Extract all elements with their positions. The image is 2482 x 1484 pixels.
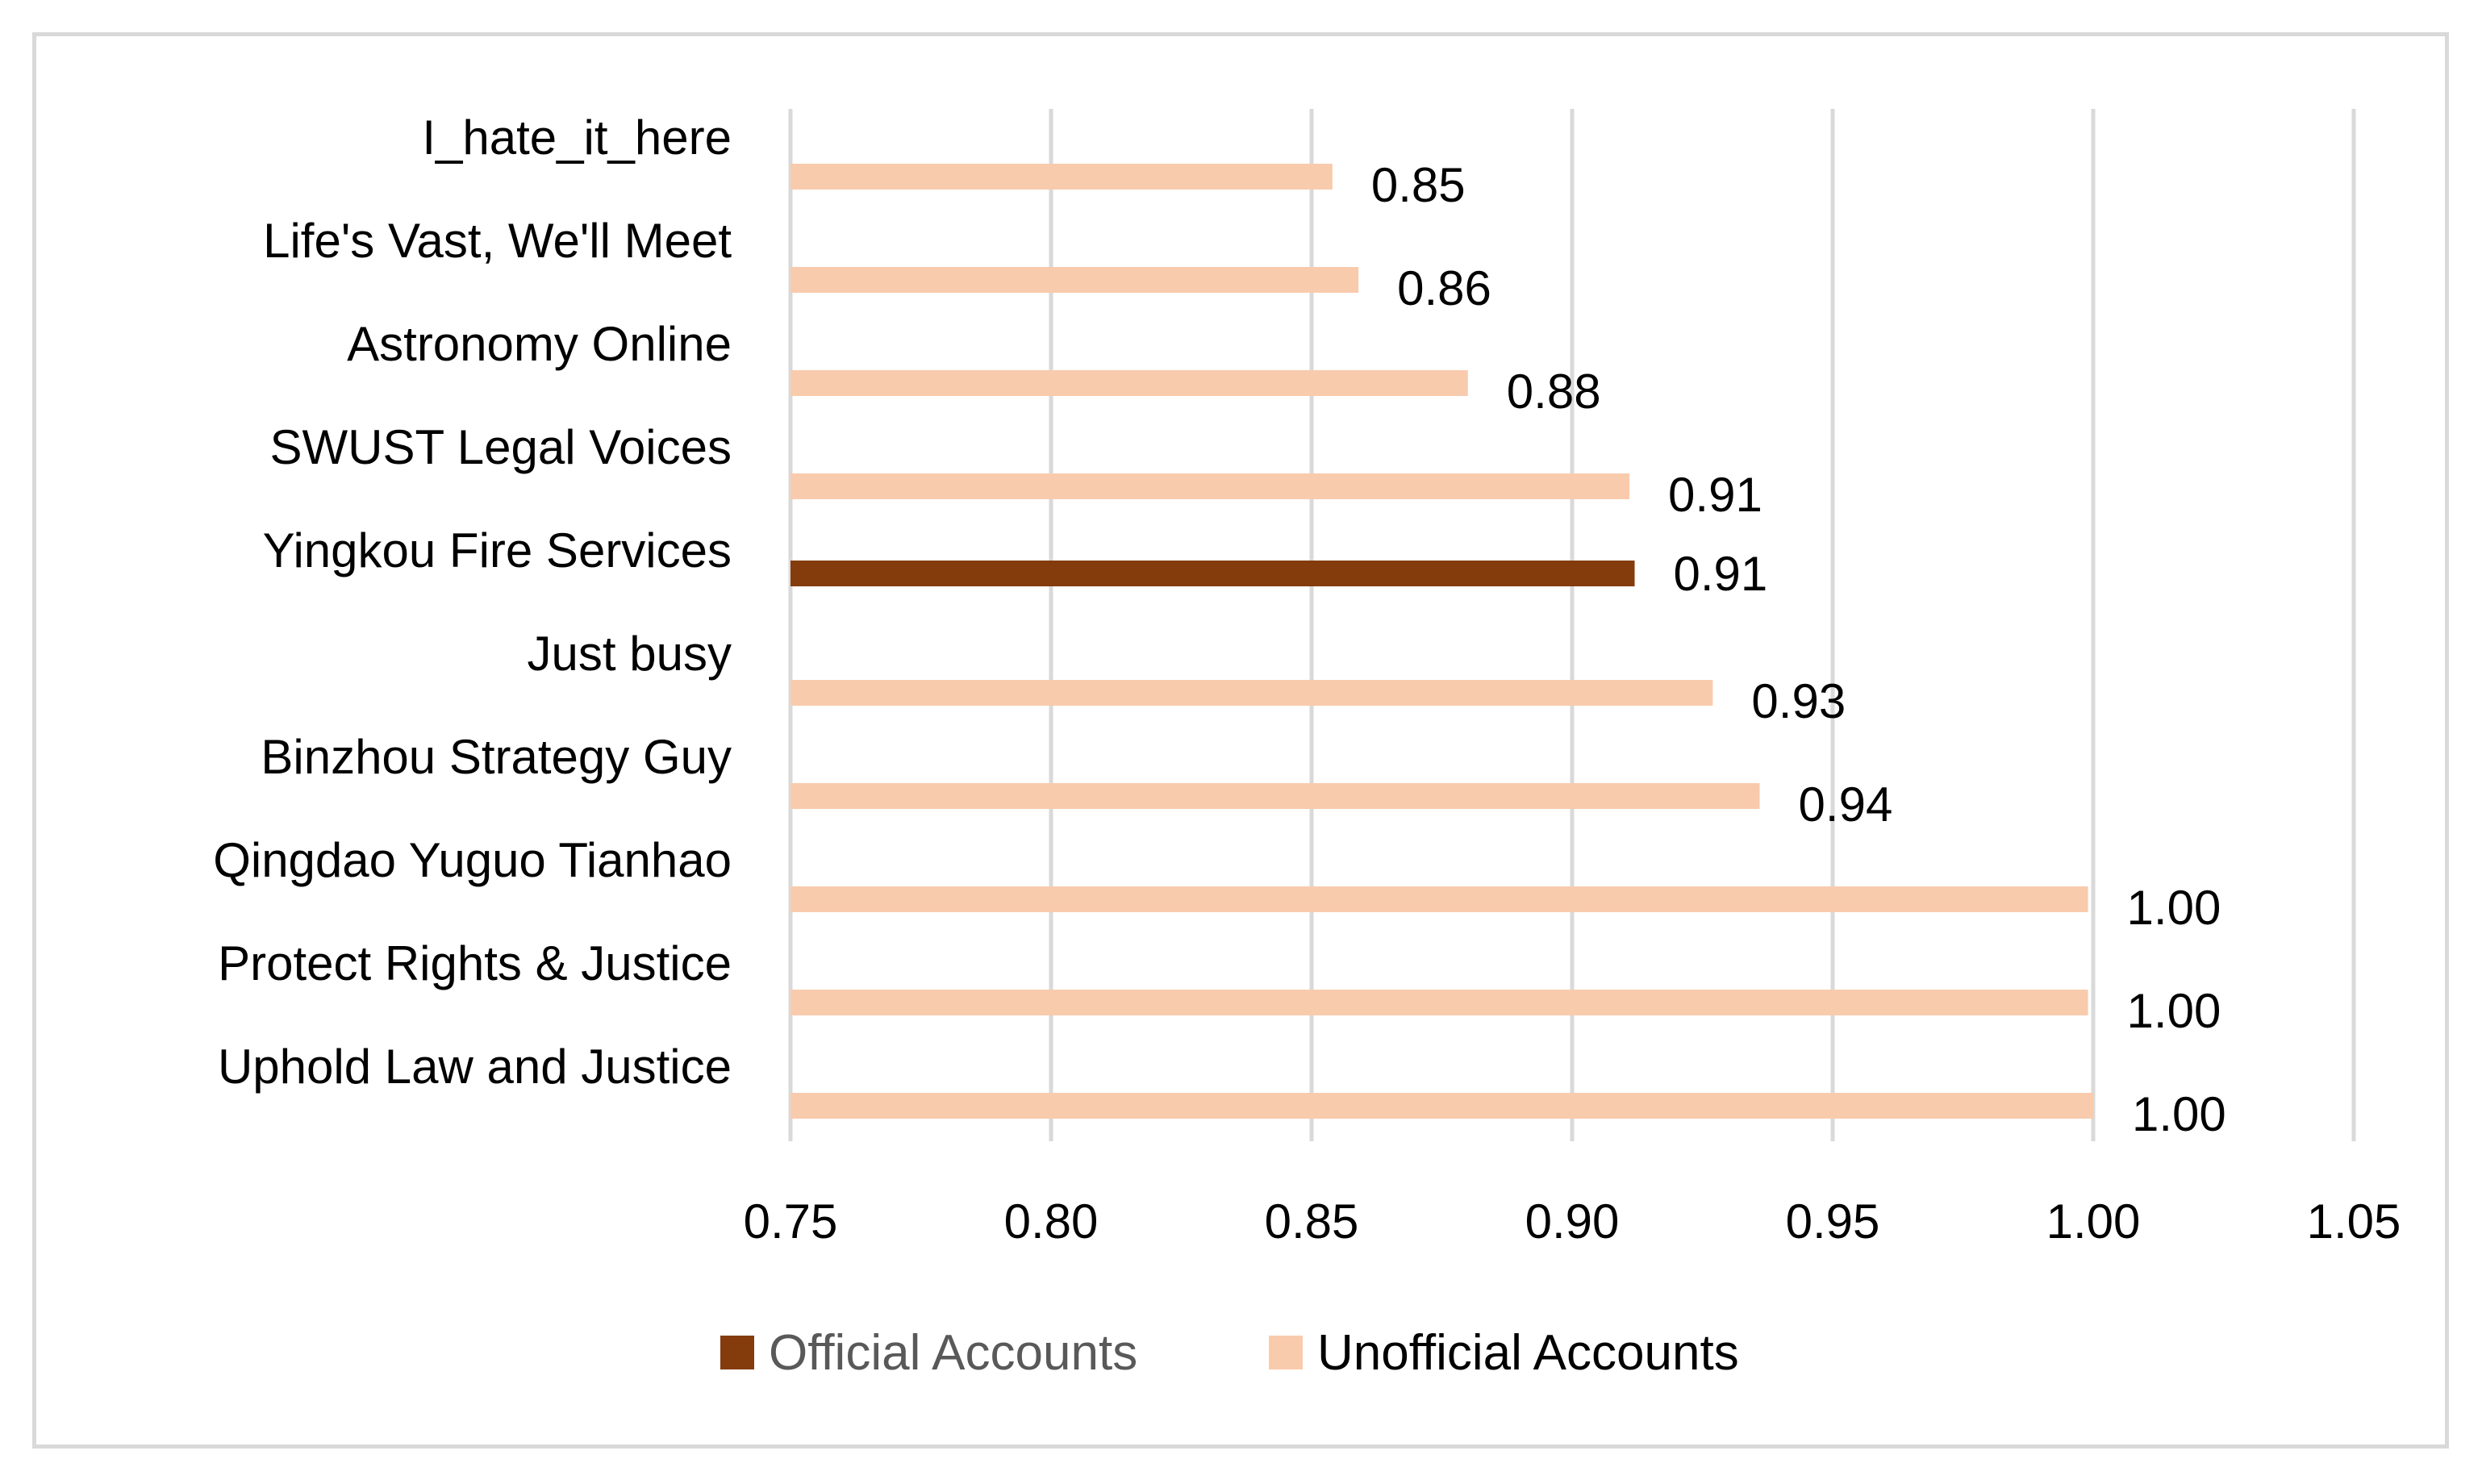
x-tick-labels: 0.75 0.80 0.85 0.90 0.95 1.00 1.05 [744,1194,2401,1248]
data-label: 0.88 [1507,365,1601,419]
bar-unofficial [790,473,1630,499]
category-label: Astronomy Online [347,317,732,371]
data-labels: 0.91 0.85 0.86 0.88 0.91 0.93 0.94 1.00 1.00 1.00 [1371,158,2226,1141]
x-tick-label: 1.05 [2307,1194,2401,1248]
data-label: 1.00 [2127,881,2221,935]
data-label: 1.00 [2132,1087,2226,1141]
data-label: 0.86 [1397,261,1491,315]
data-label: 0.85 [1371,158,1466,212]
bar-unofficial [790,680,1713,706]
bar-unofficial [790,990,2088,1015]
legend-swatch [1269,1336,1303,1369]
x-tick-label: 0.85 [1265,1194,1359,1248]
data-label: 0.93 [1751,674,1846,728]
category-label: SWUST Legal Voices [270,420,732,474]
category-label: Qingdao Yuguo Tianhao [213,833,732,887]
bar-unofficial [790,164,1333,190]
legend-label: Official Accounts [769,1325,1137,1381]
category-label: Binzhou Strategy Guy [261,730,732,784]
x-tick-label: 1.00 [2046,1194,2141,1248]
x-tick-label: 0.75 [744,1194,838,1248]
bar-unofficial [790,1093,2093,1119]
x-tick-label: 0.80 [1004,1194,1099,1248]
bars [790,164,2093,1119]
bar-unofficial [790,267,1359,293]
legend-swatch [720,1336,754,1369]
category-label: Protect Rights & Justice [218,936,732,990]
category-label: I_hate_it_here [422,110,732,165]
data-label: 0.91 [1674,547,1768,601]
data-label: 0.91 [1668,468,1762,522]
bar-unofficial [790,886,2088,912]
category-label: Life's Vast, We'll Meet [263,214,732,268]
data-label: 1.00 [2127,984,2221,1038]
category-label: Uphold Law and Justice [218,1040,732,1094]
legend-label: Unofficial Accounts [1317,1325,1739,1381]
legend: Official Accounts Unofficial Accounts [720,1325,1739,1381]
data-label: 0.94 [1799,777,1893,832]
bar-unofficial [790,783,1760,809]
x-tick-label: 0.95 [1786,1194,1880,1248]
category-labels: I_hate_it_here Life's Vast, We'll Meet Ast… [213,110,732,1094]
category-label: Yingkou Fire Services [263,523,732,577]
bar-official [790,561,1635,586]
gridlines [788,109,2356,1141]
x-tick-label: 0.90 [1525,1194,1620,1248]
category-label: Just busy [528,627,732,681]
bar-unofficial [790,370,1468,396]
